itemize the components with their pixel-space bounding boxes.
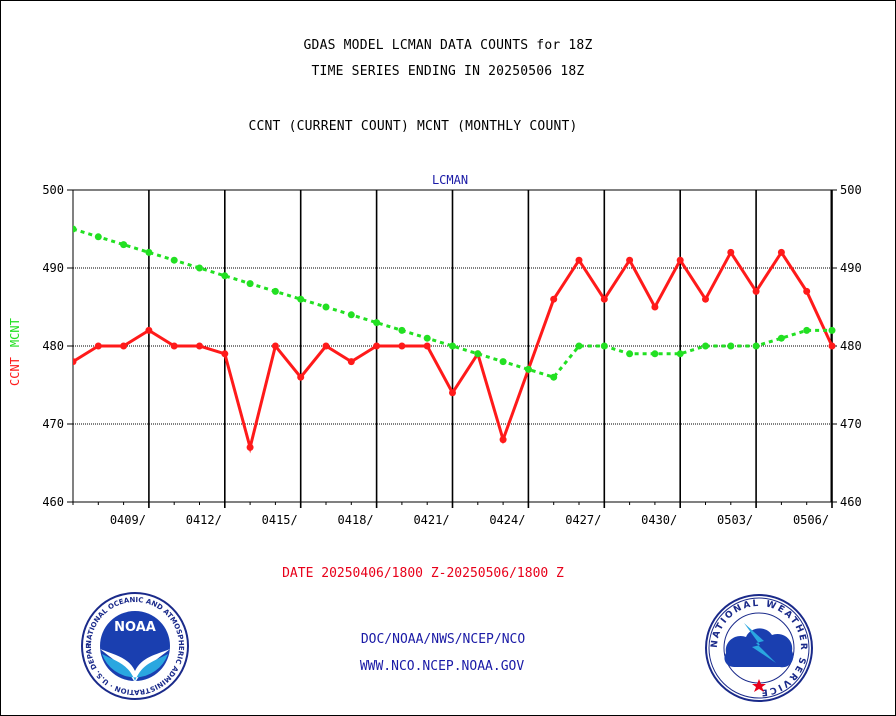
x-tick-label: 0418/ xyxy=(338,513,374,527)
x-tick-label: 0421/ xyxy=(413,513,449,527)
data-point-ccnt xyxy=(120,342,128,350)
data-point-mcnt xyxy=(297,295,305,303)
data-point-mcnt xyxy=(702,342,709,350)
y-tick-label-right: 490 xyxy=(840,261,862,275)
data-point-mcnt xyxy=(373,319,381,327)
x-tick-label: 0503/ xyxy=(717,513,753,527)
data-point-mcnt xyxy=(752,342,760,350)
data-point-ccnt xyxy=(575,256,583,264)
data-point-ccnt xyxy=(499,436,507,444)
data-point-ccnt xyxy=(221,350,229,358)
x-tick-label: 0415/ xyxy=(262,513,298,527)
chart-title-line-1: GDAS MODEL LCMAN DATA COUNTS for 18Z xyxy=(303,38,593,53)
data-point-ccnt xyxy=(550,295,558,303)
data-point-ccnt xyxy=(626,256,634,264)
data-point-mcnt xyxy=(575,342,583,350)
data-point-ccnt xyxy=(803,287,811,295)
y-tick-label-left: 480 xyxy=(42,339,64,353)
y-tick-label-right: 500 xyxy=(840,183,862,197)
data-point-mcnt xyxy=(651,350,659,358)
data-point-mcnt xyxy=(803,326,811,334)
data-point-ccnt xyxy=(170,342,178,350)
data-point-mcnt xyxy=(423,334,431,342)
y-label-ccnt: CCNT xyxy=(8,357,22,386)
data-point-ccnt xyxy=(145,326,153,334)
x-tick-label: 0506/ xyxy=(793,513,829,527)
data-point-mcnt xyxy=(246,280,254,288)
data-point-mcnt xyxy=(626,350,634,358)
data-point-mcnt xyxy=(271,287,279,295)
noaa-logo: NATIONAL OCEANIC AND ATMOSPHERIC ADMINIS… xyxy=(80,591,189,700)
data-point-ccnt xyxy=(347,358,355,366)
chart-subtitle: LCMAN xyxy=(432,173,468,187)
data-point-mcnt xyxy=(120,241,128,249)
data-point-ccnt xyxy=(702,295,709,303)
data-point-ccnt xyxy=(651,303,659,311)
data-point-ccnt xyxy=(398,342,406,350)
data-point-ccnt xyxy=(828,342,836,350)
data-point-ccnt xyxy=(94,342,102,350)
data-point-mcnt xyxy=(449,342,456,350)
y-axis-label: CCNT MCNT xyxy=(8,318,22,386)
y-tick-label-left: 470 xyxy=(42,417,64,431)
data-point-mcnt xyxy=(398,326,406,334)
footer-line-2: WWW.NCO.NCEP.NOAA.GOV xyxy=(359,659,525,674)
data-point-mcnt xyxy=(221,272,229,280)
chart-title-line-3: CCNT (CURRENT COUNT) MCNT (MONTHLY COUNT… xyxy=(248,119,578,134)
y-tick-label-right: 460 xyxy=(840,495,862,509)
data-point-mcnt xyxy=(676,350,684,358)
y-tick-label-left: 500 xyxy=(42,183,64,197)
y-tick-label-left: 460 xyxy=(42,495,64,509)
chart-title-line-2: TIME SERIES ENDING IN 20250506 18Z xyxy=(311,64,585,79)
data-point-ccnt xyxy=(676,256,684,264)
data-point-ccnt xyxy=(246,443,254,451)
data-point-ccnt xyxy=(727,248,735,256)
nws-logo: NATIONAL WEATHER SERVICE xyxy=(705,594,813,702)
data-point-ccnt xyxy=(777,248,785,256)
data-point-ccnt xyxy=(752,287,760,295)
data-point-mcnt xyxy=(777,334,785,342)
y-tick-label-right: 480 xyxy=(840,339,862,353)
data-point-mcnt xyxy=(600,342,608,350)
data-point-mcnt xyxy=(524,365,532,373)
x-tick-label: 0424/ xyxy=(489,513,525,527)
data-point-ccnt xyxy=(449,389,456,397)
x-tick-label: 0427/ xyxy=(565,513,601,527)
x-tick-label: 0412/ xyxy=(186,513,222,527)
data-point-mcnt xyxy=(499,358,507,366)
line-chart: 460 460 470 470 480 480 490 490 500 500 0409/0412/… xyxy=(8,173,862,527)
data-point-mcnt xyxy=(828,326,836,334)
date-range-label: DATE 20250406/1800 Z-20250506/1800 Z xyxy=(282,566,564,581)
data-point-ccnt xyxy=(322,342,330,350)
data-point-mcnt xyxy=(170,256,178,264)
data-point-ccnt xyxy=(297,373,305,381)
data-point-ccnt xyxy=(423,342,431,350)
footer-line-1: DOC/NOAA/NWS/NCEP/NCO xyxy=(360,632,526,647)
x-tick-label: 0430/ xyxy=(641,513,677,527)
data-point-ccnt xyxy=(373,342,381,350)
data-point-ccnt xyxy=(73,358,77,366)
data-point-mcnt xyxy=(196,264,203,272)
y-tick-label-left: 490 xyxy=(42,261,64,275)
data-point-ccnt xyxy=(271,342,279,350)
data-point-mcnt xyxy=(145,248,153,256)
y-label-mcnt: MCNT xyxy=(8,318,22,347)
data-point-mcnt xyxy=(550,373,558,381)
x-tick-label: 0409/ xyxy=(110,513,146,527)
data-point-ccnt xyxy=(196,342,203,350)
data-point-mcnt xyxy=(94,233,102,241)
data-point-mcnt xyxy=(727,342,735,350)
data-point-ccnt xyxy=(600,295,608,303)
y-tick-label-right: 470 xyxy=(840,417,862,431)
data-point-mcnt xyxy=(347,311,355,319)
noaa-logo-text: NOAA xyxy=(114,620,156,635)
data-point-mcnt xyxy=(322,303,330,311)
data-point-mcnt xyxy=(474,350,482,358)
data-point-mcnt xyxy=(73,225,77,233)
